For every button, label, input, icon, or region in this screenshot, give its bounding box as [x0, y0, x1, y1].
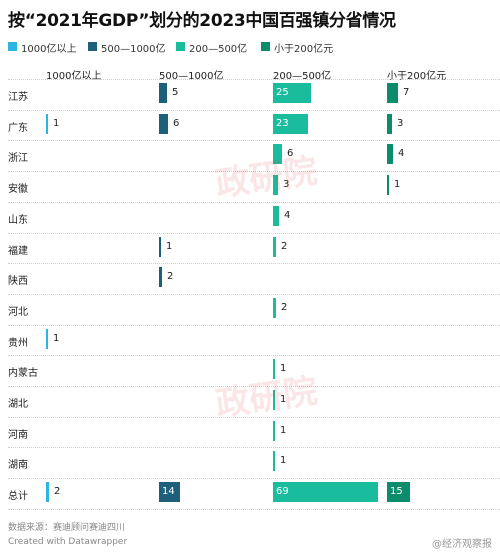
legend-label: 500—1000亿: [101, 44, 166, 55]
column-header: 1000亿以上: [46, 71, 102, 82]
value-label: 5: [172, 87, 179, 98]
row-label: 河南: [8, 430, 28, 441]
bar: [46, 114, 48, 134]
bar: [387, 114, 392, 134]
row-divider: [8, 509, 500, 510]
legend-swatch: [261, 42, 270, 51]
credit-note: Created with Datawrapper: [8, 537, 128, 547]
row-divider: [8, 355, 500, 356]
value-label: 7: [403, 87, 410, 98]
bar: [273, 237, 276, 257]
legend-swatch: [8, 42, 17, 51]
row-divider: [8, 202, 500, 203]
value-label: 1: [166, 241, 173, 252]
value-label: 6: [173, 118, 180, 129]
bar: [387, 175, 389, 195]
bar: [159, 237, 161, 257]
column-header: 小于200亿元: [387, 71, 447, 82]
value-label: 23: [276, 118, 289, 129]
value-label: 2: [281, 302, 288, 313]
value-label: 2: [281, 241, 288, 252]
row-divider: [8, 79, 500, 80]
bar: [159, 267, 162, 287]
row-divider: [8, 233, 500, 234]
value-label: 1: [53, 118, 60, 129]
watermark-mark: 政研院: [213, 151, 320, 205]
bar: [387, 482, 410, 502]
bar: [273, 144, 282, 164]
value-label: 1: [280, 394, 287, 405]
row-label: 江苏: [8, 92, 28, 103]
bar: [273, 298, 276, 318]
row-divider: [8, 171, 500, 172]
row-divider: [8, 325, 500, 326]
value-label: 1: [280, 455, 287, 466]
value-label: 3: [283, 179, 290, 190]
column-header: 200—500亿: [273, 71, 332, 82]
bar: [46, 482, 49, 502]
value-label: 25: [276, 87, 289, 98]
value-label: 4: [398, 148, 405, 159]
row-label: 山东: [8, 215, 28, 226]
row-divider: [8, 263, 500, 264]
legend-label: 小于200亿元: [274, 44, 334, 55]
bar: [273, 482, 378, 502]
bar: [273, 83, 311, 103]
bar: [387, 144, 393, 164]
row-divider: [8, 386, 500, 387]
value-label: 14: [162, 486, 175, 497]
row-label: 湖南: [8, 460, 28, 471]
legend-swatch: [88, 42, 97, 51]
row-label: 总计: [8, 491, 28, 502]
bar: [273, 206, 279, 226]
chart-title: 按“2021年GDP”划分的2023中国百强镇分省情况: [8, 11, 396, 31]
bar: [159, 482, 180, 502]
legend-swatch: [176, 42, 185, 51]
value-label: 1: [280, 363, 287, 374]
row-divider: [8, 294, 500, 295]
row-divider: [8, 478, 500, 479]
value-label: 1: [53, 333, 60, 344]
value-label: 6: [287, 148, 294, 159]
value-label: 2: [54, 486, 61, 497]
row-label: 福建: [8, 246, 28, 257]
bar: [387, 83, 398, 103]
value-label: 69: [276, 486, 289, 497]
bar: [46, 329, 48, 349]
row-label: 广东: [8, 123, 28, 134]
row-label: 安徽: [8, 184, 28, 195]
value-label: 2: [167, 271, 174, 282]
row-label: 内蒙古: [8, 368, 38, 379]
watermark-badge: @经济观察报: [432, 539, 492, 550]
bar: [273, 359, 275, 379]
bar: [159, 83, 167, 103]
value-label: 4: [284, 210, 291, 221]
row-divider: [8, 110, 500, 111]
value-label: 1: [280, 425, 287, 436]
row-label: 陕西: [8, 276, 28, 287]
row-label: 河北: [8, 307, 28, 318]
row-divider: [8, 140, 500, 141]
value-label: 3: [397, 118, 404, 129]
value-label: 15: [390, 486, 403, 497]
row-divider: [8, 417, 500, 418]
row-label: 浙江: [8, 153, 28, 164]
bar: [273, 114, 308, 134]
value-label: 1: [394, 179, 401, 190]
bar: [273, 421, 275, 441]
legend-label: 200—500亿: [189, 44, 248, 55]
bar: [159, 114, 168, 134]
column-header: 500—1000亿: [159, 71, 224, 82]
legend-label: 1000亿以上: [21, 44, 77, 55]
row-label: 贵州: [8, 338, 28, 349]
bar: [273, 451, 275, 471]
bar: [273, 175, 278, 195]
row-label: 湖北: [8, 399, 28, 410]
bar: [273, 390, 275, 410]
source-note: 数据来源：赛迪顾问赛迪四川: [8, 523, 126, 533]
row-divider: [8, 447, 500, 448]
